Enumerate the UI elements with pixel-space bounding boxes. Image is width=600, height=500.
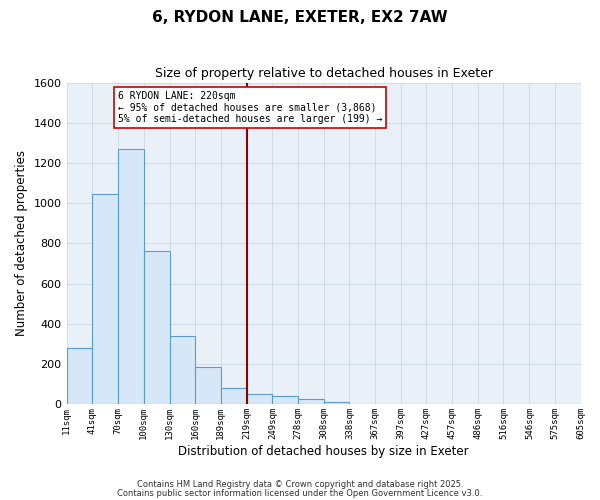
Bar [118,149,143,404]
Text: 6 RYDON LANE: 220sqm
← 95% of detached houses are smaller (3,868)
5% of semi-det: 6 RYDON LANE: 220sqm ← 95% of detached h… [118,91,382,124]
Bar [272,396,298,404]
Bar [247,394,272,404]
Bar [298,399,323,404]
Text: 6, RYDON LANE, EXETER, EX2 7AW: 6, RYDON LANE, EXETER, EX2 7AW [152,10,448,25]
Bar [323,402,349,404]
Bar [221,388,247,404]
Y-axis label: Number of detached properties: Number of detached properties [15,150,28,336]
Bar [92,194,118,404]
X-axis label: Distribution of detached houses by size in Exeter: Distribution of detached houses by size … [178,444,469,458]
Bar [67,348,92,404]
Bar [170,336,196,404]
Bar [143,250,170,404]
Text: Contains HM Land Registry data © Crown copyright and database right 2025.: Contains HM Land Registry data © Crown c… [137,480,463,489]
Title: Size of property relative to detached houses in Exeter: Size of property relative to detached ho… [155,68,493,80]
Text: Contains public sector information licensed under the Open Government Licence v3: Contains public sector information licen… [118,488,482,498]
Bar [196,367,221,404]
